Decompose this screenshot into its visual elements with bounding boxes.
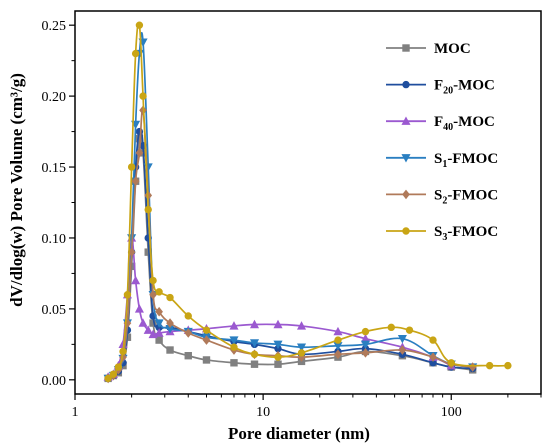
data-point [149,276,157,285]
legend-marker [402,44,410,52]
data-point [135,21,144,29]
data-point [334,349,342,360]
data-point [229,336,239,345]
data-point [249,339,260,348]
data-point [202,356,211,364]
data-point [360,340,371,350]
data-point [504,361,512,370]
legend-item: F40-MOC [386,114,495,133]
legend-label: S1-FMOC [434,151,498,170]
data-point [131,49,140,58]
series-5 [104,21,512,383]
data-point [230,343,238,351]
data-point [274,360,282,368]
y-tick-label: 0.15 [42,161,67,176]
data-point [334,336,342,344]
data-point [361,327,370,336]
legend-marker [401,154,411,163]
data-point [387,323,395,332]
data-point [166,293,174,302]
data-point [398,345,407,355]
data-point [184,352,192,360]
axes: 1 10 100 0.00 0.05 0.10 0.15 0.20 0.25 [42,10,542,420]
legend-label: S3-FMOC [434,224,498,243]
y-tick-label: 0.25 [42,19,67,34]
data-point [155,306,163,317]
legend-item: S3-FMOC [386,224,498,243]
data-point [250,350,259,358]
data-point [429,336,437,344]
data-point [114,363,123,371]
y-tick-label: 0.20 [42,90,67,105]
x-tick-label: 10 [256,405,270,420]
legend-label: F40-MOC [434,114,495,133]
legend-label: S2-FMOC [434,187,498,206]
series-0 [104,134,477,383]
data-point [119,347,127,356]
data-point [229,321,239,330]
x-tick-label: 100 [441,405,462,420]
data-point [429,352,437,362]
legend-marker [402,227,410,235]
data-point [447,359,455,367]
data-point [184,312,192,320]
data-point [485,361,494,370]
y-tick-label: 0.05 [42,303,67,318]
data-point [361,348,370,358]
data-point [333,326,343,336]
data-point [154,319,164,328]
data-point [109,370,118,378]
data-point [149,289,157,300]
data-point [166,346,174,354]
data-point [184,328,193,338]
y-tick-label: 0.10 [42,232,67,247]
legend-item: S2-FMOC [386,187,498,206]
data-point [397,334,407,344]
legend-marker [401,116,411,125]
legend-marker [402,189,410,200]
data-point [123,291,132,299]
x-tick-label: 1 [72,405,79,420]
data-point [144,205,152,214]
data-point [273,340,283,350]
data-point [296,321,307,330]
y-tick-label: 0.00 [42,374,67,389]
data-point [296,343,307,352]
x-axis-title: Pore diameter (nm) [228,424,370,443]
series-line [107,21,508,380]
data-point [154,328,164,337]
data-point [143,325,153,334]
data-point [250,360,259,368]
legend-item: F20-MOC [386,78,495,97]
data-point [230,359,238,367]
legend-marker [402,80,410,89]
legend-item: MOC [386,41,471,57]
data-point [127,163,136,171]
data-point [155,336,163,344]
data-point [148,329,158,339]
legend: MOC F20-MOC F40-MOC S1-FMOC S2-FMOC S3-FMOC [386,41,498,243]
data-point [134,304,144,313]
legend-item: S1-FMOC [386,151,498,170]
data-point [166,318,174,328]
data-point [249,319,260,329]
data-point [139,92,147,100]
y-axis-title: dV/dlog(w) Pore Volume (cm³/g) [7,73,26,307]
data-point [202,335,211,345]
data-point [135,148,144,158]
data-point [274,353,282,361]
data-point [202,326,211,334]
legend-label: F20-MOC [434,78,495,97]
data-point [405,326,414,334]
data-point [104,374,112,383]
data-point [155,288,163,296]
data-point [297,349,306,357]
data-point [138,318,148,327]
plot-area [103,21,512,384]
data-point [131,275,141,285]
legend-label: MOC [434,41,471,57]
data-point [131,176,140,187]
data-point [273,319,283,329]
